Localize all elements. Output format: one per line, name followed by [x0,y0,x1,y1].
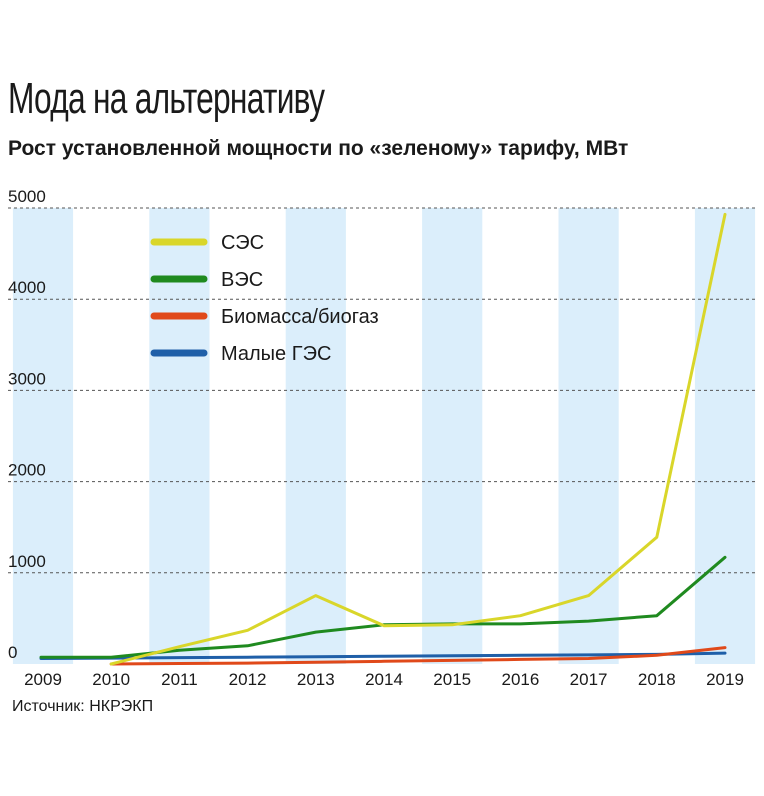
x-tick-label: 2016 [501,670,539,689]
legend-label: Биомасса/биогаз [221,306,379,328]
background-band [149,208,210,664]
x-tick-label: 2011 [161,670,198,689]
y-tick-label: 4000 [8,278,46,297]
gridlines [8,207,756,574]
background-band [558,208,619,664]
x-tick-label: 2015 [433,670,471,689]
source-note: Источник: НКРЭКП [12,698,154,715]
y-tick-label: 0 [8,643,17,662]
x-tick-label: 2019 [706,670,744,689]
background-band [285,208,346,664]
series-line [109,212,727,666]
chart-subtitle: Рост установленной мощности по «зеленому… [8,137,629,160]
series-line [39,651,727,660]
x-tick-label: 2018 [638,670,676,689]
y-axis-ticks: 0 1000 2000 3000 4000 5000 [8,187,46,662]
y-tick-label: 1000 [8,552,46,571]
x-tick-label: 2014 [365,670,403,689]
legend-label: СЭС [221,232,264,254]
y-tick-label: 5000 [8,187,46,206]
legend-label: ВЭС [221,269,263,291]
y-tick-label: 3000 [8,369,46,388]
x-tick-label: 2013 [297,670,335,689]
chart-title: Мода на альтернативу [8,74,325,123]
x-tick-label: 2009 [24,670,62,689]
y-tick-label: 2000 [8,461,46,480]
x-tick-label: 2010 [92,670,130,689]
x-tick-label: 2012 [229,670,267,689]
background-bands [12,208,756,664]
series-line [109,646,727,666]
background-band [12,208,74,664]
background-band [694,208,756,664]
x-tick-label: 2017 [570,670,608,689]
series-line [39,555,727,659]
background-band [422,208,483,664]
legend: СЭС ВЭС Биомасса/биогаз Малые ГЭС [150,232,379,365]
x-axis-ticks: 2009 2010 2011 2012 2013 2014 2015 2016 2017 2018… [24,670,744,689]
legend-label: Малые ГЭС [221,343,331,365]
series-lines [39,212,727,666]
